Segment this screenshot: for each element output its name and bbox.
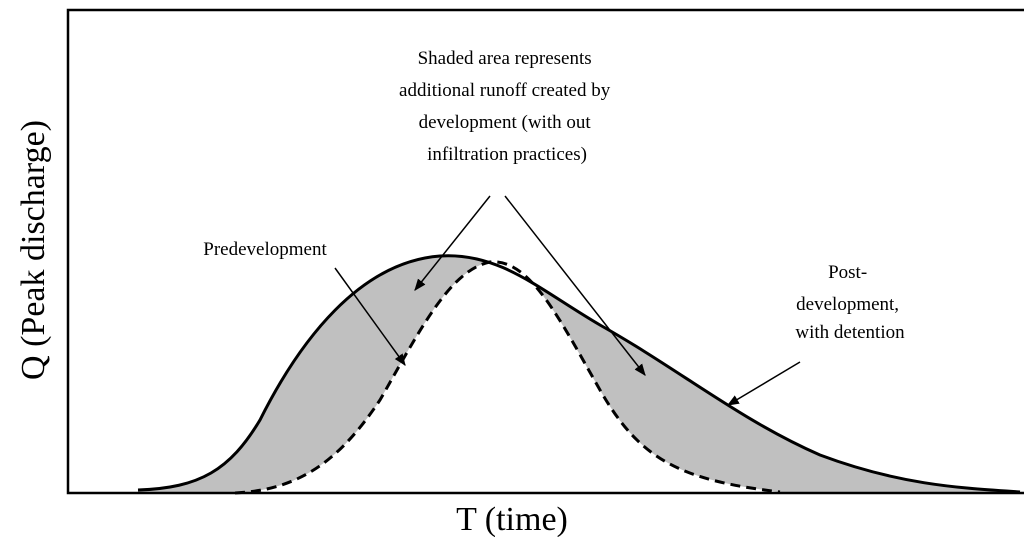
label-line: additional runoff created by [399, 80, 611, 101]
predevelopment-curve [234, 260, 781, 495]
axes-frame [66, 8, 1024, 495]
label-line: Post- [828, 262, 867, 283]
arrow [504, 195, 646, 376]
x-axis-label: T (time) [456, 501, 568, 537]
label-line: infiltration practices) [427, 144, 587, 165]
label-line: with detention [795, 322, 905, 343]
arrow [414, 195, 491, 291]
y-axis-label: Q (Peak discharge) [15, 120, 52, 380]
arrow [726, 361, 801, 406]
label-line: Shaded area represents [418, 48, 592, 69]
shaded-area-label: Shaded area represents additional runoff… [399, 48, 615, 165]
post-development-label: Post- development, with detention [795, 262, 905, 343]
predevelopment-area [235, 261, 780, 493]
label-line: development, [796, 294, 899, 315]
arrow [334, 267, 406, 366]
predevelopment-label: Predevelopment [203, 239, 327, 260]
label-line: development (with out [419, 112, 592, 133]
